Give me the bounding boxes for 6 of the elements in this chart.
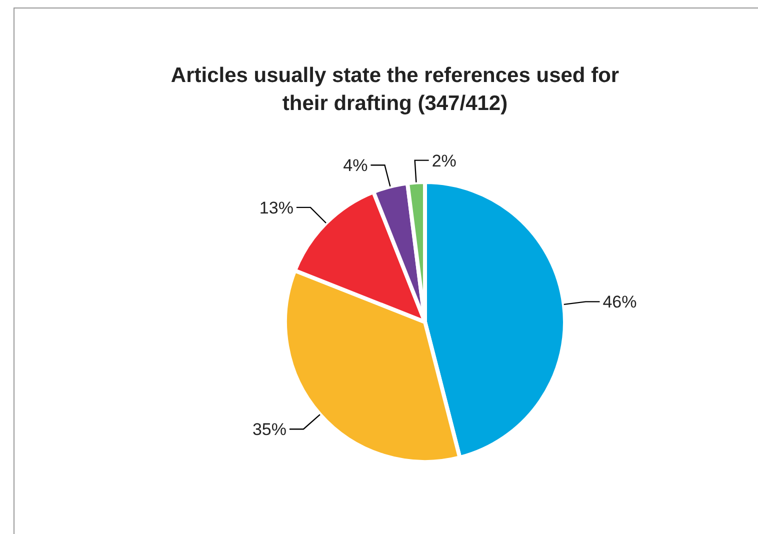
data-label: 46% xyxy=(602,292,637,312)
data-label: 13% xyxy=(259,198,294,218)
data-label: 35% xyxy=(252,420,286,440)
data-label: 4% xyxy=(343,156,368,176)
data-label: 2% xyxy=(432,151,456,170)
chart-title: Articles usually state the references used for their drafting (347/412) xyxy=(170,64,620,115)
